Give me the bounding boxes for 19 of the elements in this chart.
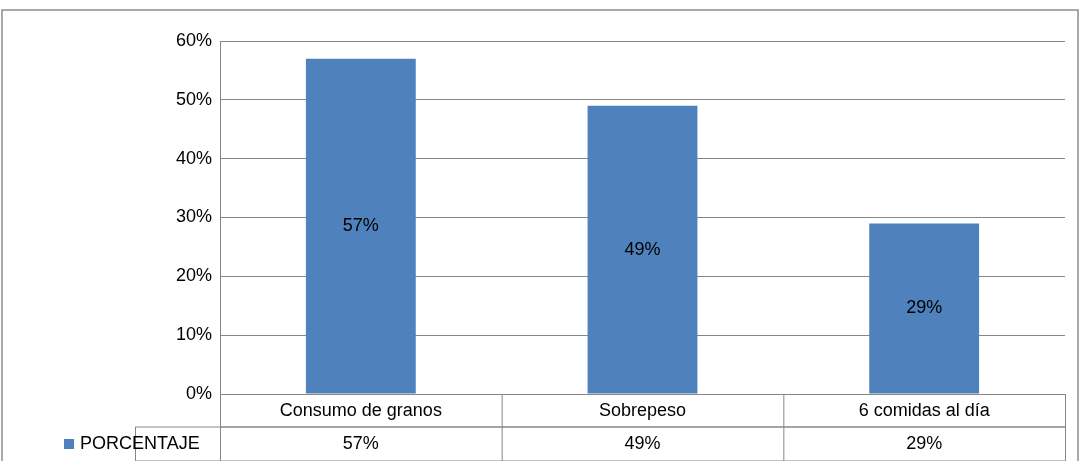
text: 49% xyxy=(624,238,661,259)
bar xyxy=(869,223,980,394)
x-tick-label: 6 comidas al día xyxy=(858,399,991,420)
y-tick-label: 10% xyxy=(175,324,212,345)
text: 57% xyxy=(342,215,379,236)
data-label: 49% xyxy=(624,432,661,453)
y-tick-label: 30% xyxy=(175,206,212,227)
data-label: 29% xyxy=(906,432,943,453)
x-tick-label: Sobrepeso xyxy=(598,399,687,420)
bar xyxy=(587,105,698,394)
data-label: 57% xyxy=(342,432,379,453)
y-tick-label: 50% xyxy=(175,88,212,109)
y-tick-label: 20% xyxy=(175,265,212,286)
text: 29% xyxy=(906,297,943,318)
bar xyxy=(305,58,416,394)
y-tick-label: 0% xyxy=(185,382,212,403)
y-tick-label: 60% xyxy=(175,29,212,50)
x-tick-label: Consumo de granos xyxy=(279,399,442,420)
y-tick-label: 40% xyxy=(175,147,212,168)
